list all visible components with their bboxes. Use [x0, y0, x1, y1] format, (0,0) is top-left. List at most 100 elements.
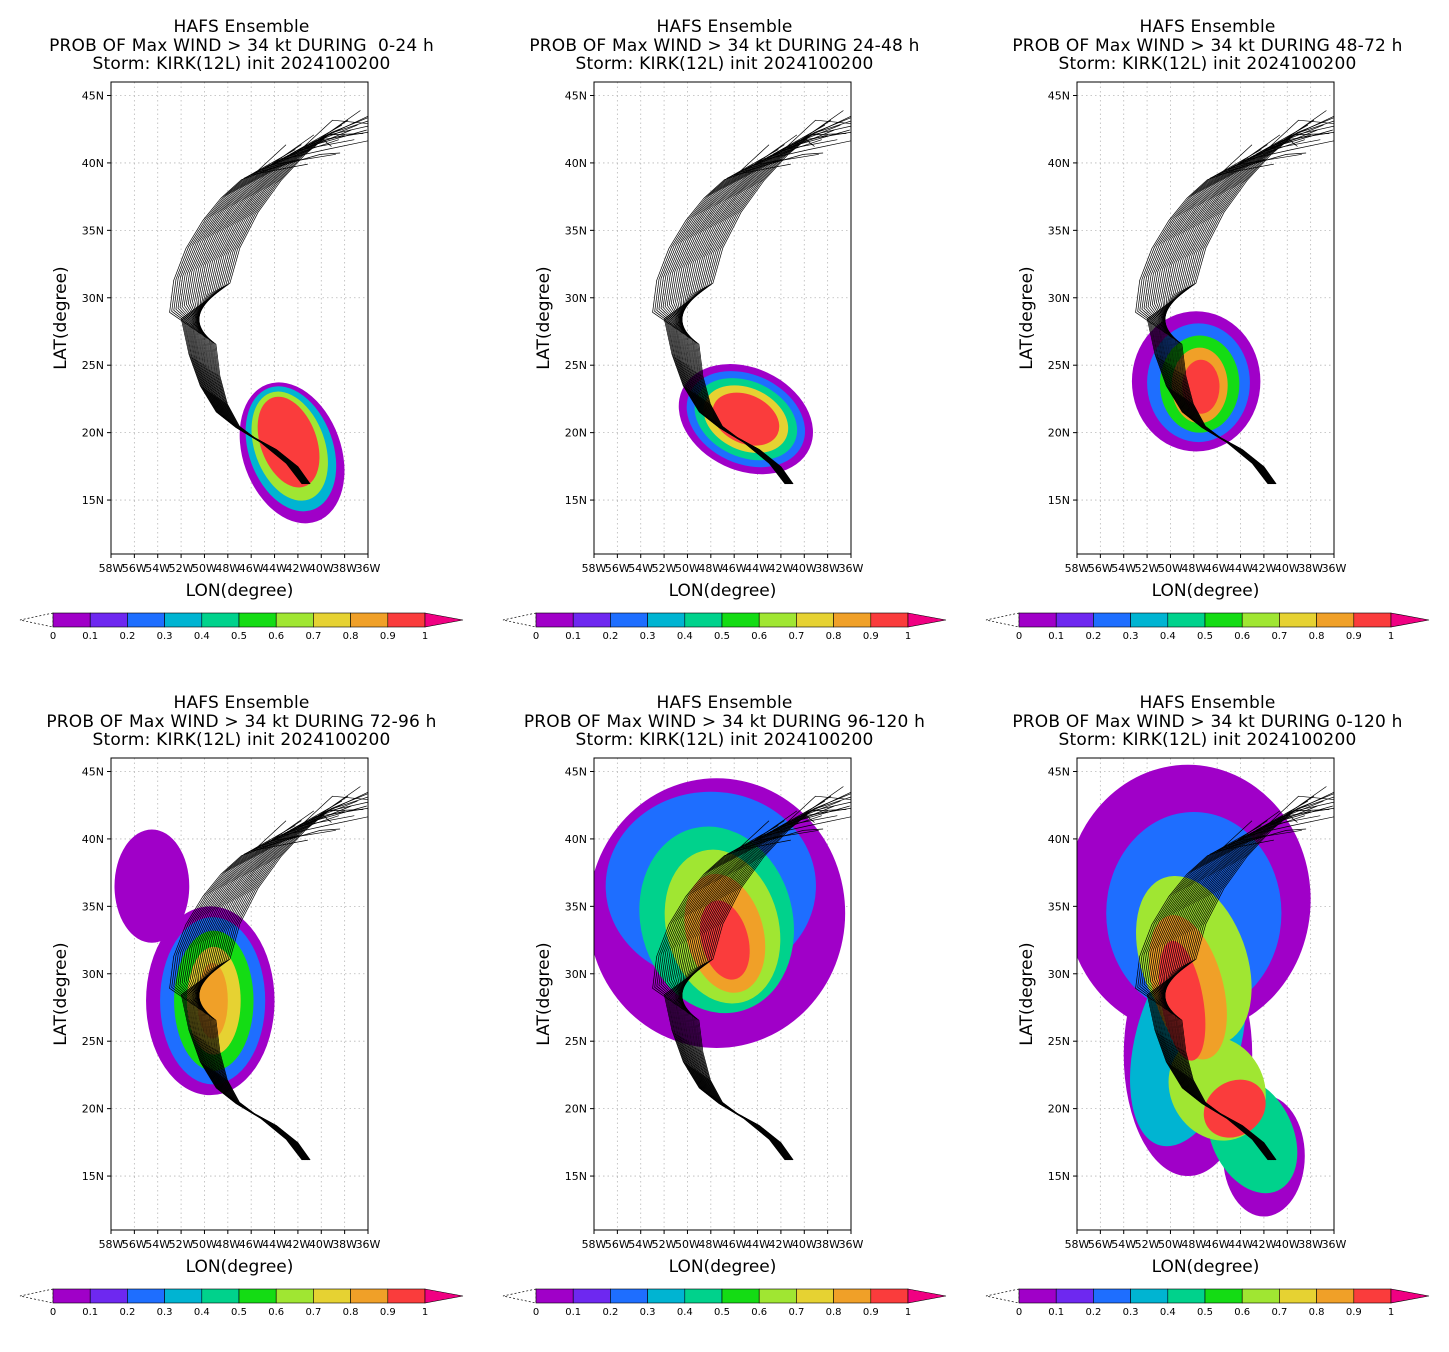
colorbar-swatch — [1055, 1288, 1094, 1304]
track-29 — [180, 793, 368, 1161]
colorbar-swatch — [387, 1288, 426, 1304]
colorbar-swatch — [52, 612, 91, 628]
colorbar-swatch — [1167, 612, 1206, 628]
lon-tick-label: 36W — [839, 562, 864, 575]
colorbar-swatch — [164, 612, 203, 628]
lat-tick-label: 45N — [565, 765, 587, 778]
colorbar-swatch — [89, 1288, 128, 1304]
colorbar-label: 0.3 — [157, 1307, 173, 1318]
colorbar-label: 0.9 — [380, 631, 396, 642]
lat-tick-label: 45N — [565, 89, 587, 102]
colorbar-swatch — [313, 1288, 351, 1304]
colorbar-label: 0.5 — [231, 631, 247, 642]
colorbar: 0 0.1 0.2 0.3 0.4 0.5 0.6 0.7 0.8 0.9 1 — [19, 1288, 464, 1318]
x-axis-label: LON(degree) — [669, 1257, 777, 1277]
colorbar-label: 0.3 — [640, 631, 656, 642]
colorbar-overflow-arrow — [907, 1288, 947, 1304]
colorbar-swatch — [1055, 612, 1094, 628]
colorbar-swatch — [164, 1288, 203, 1304]
lat-tick-label: 35N — [1048, 224, 1070, 237]
colorbar: 0 0.1 0.2 0.3 0.4 0.5 0.6 0.7 0.8 0.9 1 — [502, 1288, 947, 1318]
colorbar-label: 0.2 — [602, 631, 618, 642]
colorbar-swatch — [684, 612, 723, 628]
title-line3: Storm: KIRK(12L) init 2024100200 — [92, 730, 391, 750]
map-plot: 45N40N35N30N25N20N15N58W56W54W52W50W48W4… — [19, 757, 464, 1318]
title-line3: Storm: KIRK(12L) init 2024100200 — [1058, 730, 1357, 750]
lon-tick-label: 48W — [1181, 562, 1206, 575]
map-plot: 45N40N35N30N25N20N15N58W56W54W52W50W48W4… — [502, 757, 947, 1318]
colorbar-swatch — [1279, 612, 1317, 628]
lon-tick-label: 44W — [1228, 1238, 1253, 1251]
lon-tick-label: 54W — [628, 1238, 653, 1251]
gridlines — [594, 82, 851, 554]
colorbar-swatch — [127, 1288, 165, 1304]
lon-tick-label: 48W — [698, 562, 723, 575]
colorbar-swatch — [758, 1288, 797, 1304]
colorbar-swatch — [1093, 612, 1131, 628]
y-axis-label: LAT(degree) — [1017, 942, 1037, 1045]
title-line2: PROB OF Max WIND > 34 kt DURING 72-96 h — [46, 711, 437, 732]
colorbar-label: 0.1 — [565, 1307, 581, 1318]
lon-tick-label: 56W — [1088, 1238, 1113, 1251]
title-line2: PROB OF Max WIND > 34 kt DURING 96-120 h — [523, 711, 926, 732]
colorbar-label: 0.7 — [788, 631, 804, 642]
lat-tick-label: 45N — [82, 89, 104, 102]
colorbar-label: 0 — [533, 631, 539, 642]
colorbar-label: 0.5 — [231, 1307, 247, 1318]
colorbar-label: 0.3 — [1123, 1307, 1139, 1318]
lon-tick-label: 38W — [1298, 1238, 1323, 1251]
colorbar-swatch — [1018, 612, 1057, 628]
ensemble-tracks — [169, 110, 368, 485]
colorbar-label: 0.6 — [268, 631, 284, 642]
plot-frame — [110, 81, 369, 555]
lat-tick-label: 20N — [565, 1103, 587, 1116]
title-line3: Storm: KIRK(12L) init 2024100200 — [92, 54, 391, 74]
ensemble-tracks — [1135, 786, 1334, 1161]
lat-tick-label: 15N — [1048, 494, 1070, 507]
colorbar-swatch — [647, 612, 686, 628]
lat-tick-label: 30N — [82, 292, 104, 305]
colorbar-swatch — [647, 1288, 686, 1304]
colorbar-overflow-arrow — [1390, 612, 1430, 628]
ensemble-tracks — [652, 786, 851, 1161]
lat-tick-label: 15N — [1048, 1170, 1070, 1183]
colorbar-label: 0.7 — [788, 1307, 804, 1318]
lat-tick-label: 15N — [82, 494, 104, 507]
lat-tick-label: 35N — [82, 900, 104, 913]
lon-tick-label: 50W — [675, 562, 700, 575]
prob-contour-1 — [114, 829, 190, 943]
colorbar-label: 0.1 — [1048, 631, 1064, 642]
lon-tick-label: 40W — [1275, 562, 1300, 575]
colorbar-swatch — [721, 1288, 760, 1304]
prob-contour-9 — [1158, 940, 1206, 1061]
title-line2: PROB OF Max WIND > 34 kt DURING 48-72 h — [1012, 35, 1403, 56]
colorbar-swatch — [535, 612, 574, 628]
colorbar-label: 0.1 — [82, 1307, 98, 1318]
plot-frame — [1076, 81, 1335, 555]
colorbar-label: 1 — [422, 1307, 428, 1318]
colorbar-swatch — [1167, 1288, 1206, 1304]
y-axis-label: LAT(degree) — [51, 266, 71, 369]
lon-tick-label: 54W — [1111, 1238, 1136, 1251]
lat-tick-label: 25N — [1048, 359, 1070, 372]
lon-tick-label: 58W — [99, 1238, 124, 1251]
lon-tick-label: 36W — [1322, 1238, 1347, 1251]
colorbar-swatch — [1316, 1288, 1355, 1304]
lon-tick-label: 52W — [1135, 562, 1160, 575]
title-line1: HAFS Ensemble — [1139, 693, 1276, 713]
lon-tick-label: 40W — [1275, 1238, 1300, 1251]
track-29 — [1146, 117, 1334, 485]
lat-tick-label: 25N — [82, 359, 104, 372]
lat-tick-label: 20N — [565, 427, 587, 440]
colorbar-swatch — [833, 612, 872, 628]
colorbar-swatch — [1279, 1288, 1317, 1304]
lon-tick-label: 58W — [582, 562, 607, 575]
lat-tick-label: 30N — [1048, 968, 1070, 981]
lon-tick-label: 56W — [122, 1238, 147, 1251]
lon-tick-label: 52W — [169, 1238, 194, 1251]
colorbar-swatch — [721, 612, 760, 628]
colorbar-overflow-arrow — [907, 612, 947, 628]
colorbar-label: 0.7 — [305, 1307, 321, 1318]
colorbar-label: 0.6 — [268, 1307, 284, 1318]
colorbar-label: 0.2 — [602, 1307, 618, 1318]
